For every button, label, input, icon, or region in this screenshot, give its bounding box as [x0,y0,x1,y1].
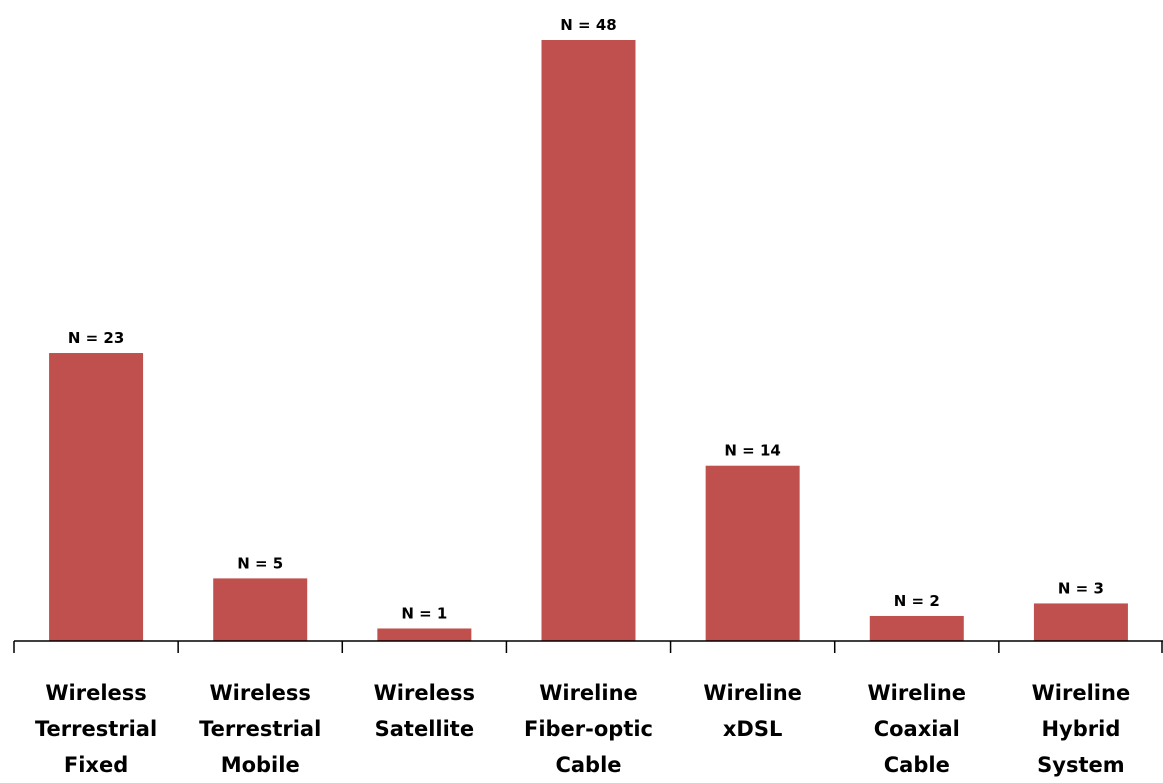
category-label-line: Satellite [375,717,474,741]
bar-7 [1033,603,1128,641]
data-label-2: N = 5 [237,554,283,572]
bars-group [49,40,1128,641]
category-label-line: Terrestrial [35,717,157,741]
bar-3 [377,628,472,641]
category-label-4: Wireline Fiber-optic Cable [524,681,653,777]
category-label-line: Wireline [1032,681,1131,705]
category-label-line: Wireline [539,681,638,705]
data-label-5: N = 14 [724,442,780,460]
bar-6 [869,615,964,641]
category-label-line: Cable [555,753,621,777]
category-label-line: xDSL [723,717,782,741]
data-labels-group: N = 23 N = 5 N = 1 N = 48 N = 14 N = 2 N = 3 [68,16,1104,622]
category-label-line: Wireless [210,681,311,705]
category-label-line: Hybrid [1041,717,1120,741]
category-label-line: Coaxial [874,717,960,741]
category-label-line: Fixed [64,753,128,777]
category-label-line: Wireline [868,681,967,705]
category-label-7: Wireline Hybrid System [1032,681,1131,777]
category-label-line: Wireless [374,681,475,705]
category-label-line: System [1037,753,1124,777]
data-label-3: N = 1 [401,604,447,622]
bar-2 [213,578,308,641]
data-label-6: N = 2 [894,592,940,610]
data-label-7: N = 3 [1058,579,1104,597]
category-label-line: Terrestrial [199,717,321,741]
category-labels-group: Wireless Terrestrial Fixed Wireless Terrestr… [35,681,1130,777]
category-label-2: Wireless Terrestrial Mobile [199,681,321,777]
bar-4 [541,40,636,641]
category-label-line: Wireless [45,681,146,705]
category-label-line: Mobile [221,753,300,777]
x-axis [13,640,1163,653]
category-label-3: Wireless Satellite [374,681,475,741]
category-label-line: Fiber-optic [524,717,653,741]
category-label-5: Wireline xDSL [703,681,802,741]
category-label-line: Wireline [703,681,802,705]
data-label-4: N = 48 [560,16,616,34]
bar-1 [49,353,144,641]
category-label-1: Wireless Terrestrial Fixed [35,681,157,777]
category-label-6: Wireline Coaxial Cable [868,681,967,777]
bar-5 [705,465,800,641]
data-label-1: N = 23 [68,329,124,347]
category-label-line: Cable [884,753,950,777]
